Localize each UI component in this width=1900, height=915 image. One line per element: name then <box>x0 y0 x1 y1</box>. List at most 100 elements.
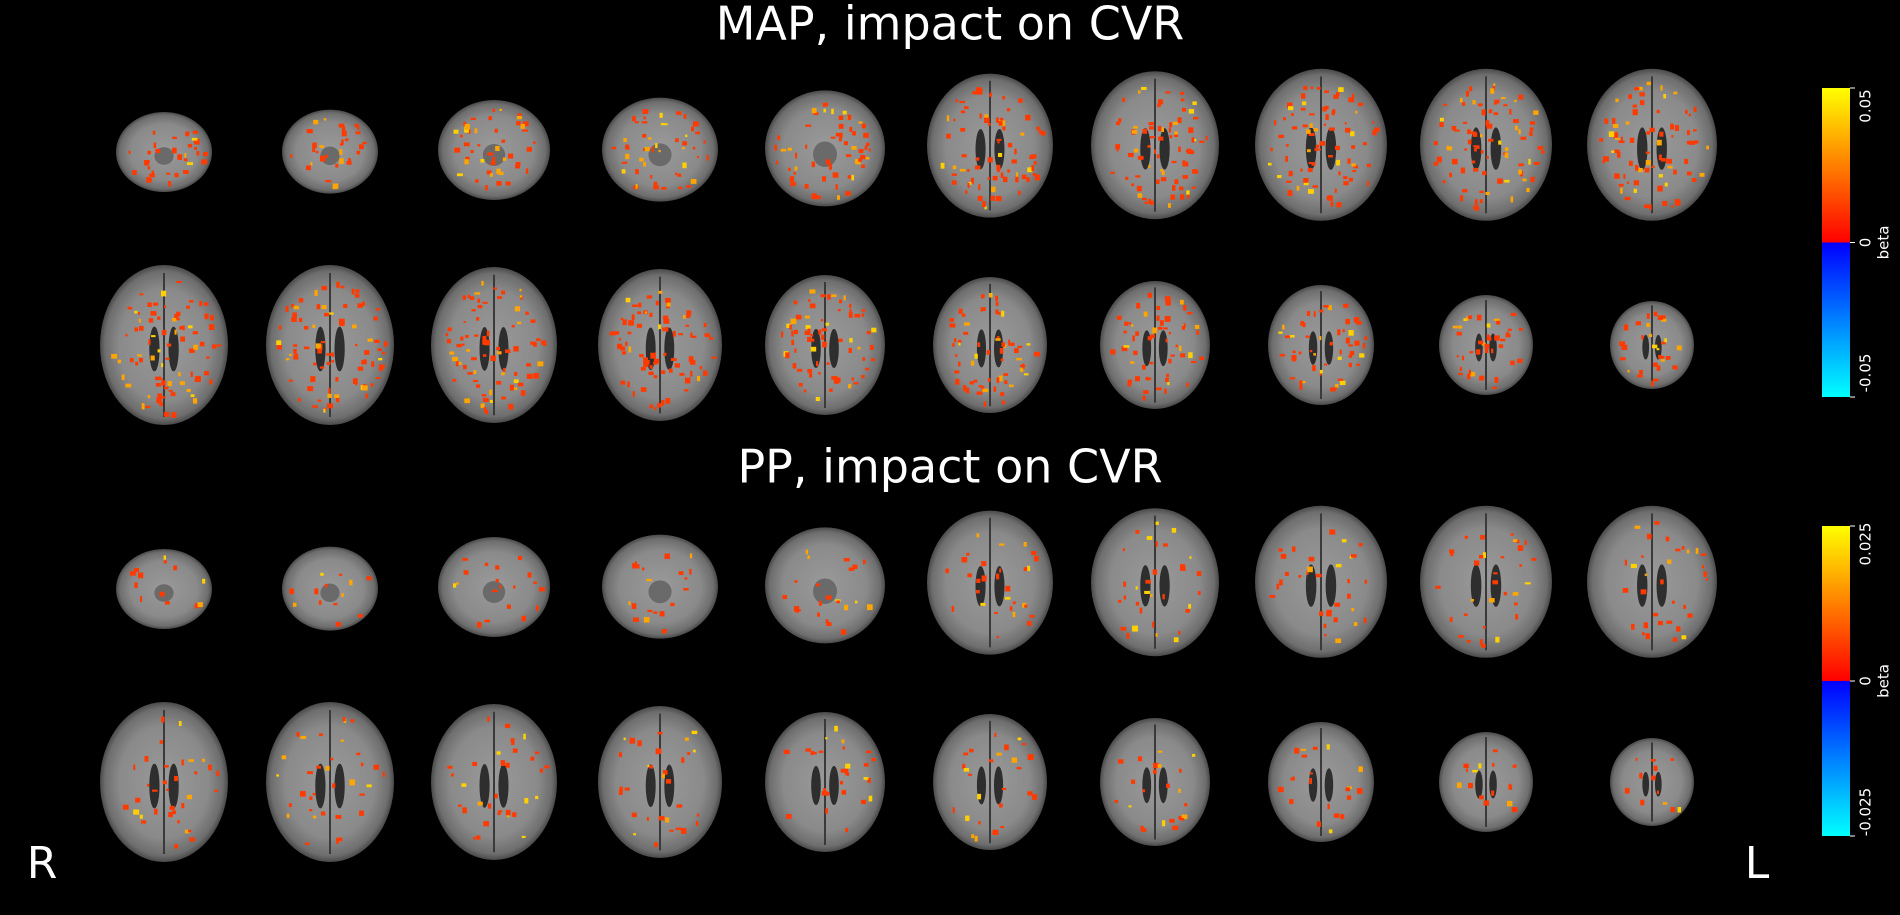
activation <box>1000 358 1004 362</box>
activation <box>851 146 857 150</box>
activation <box>1166 783 1170 788</box>
brain-slice <box>266 265 394 425</box>
activation <box>1135 529 1140 534</box>
activation <box>1278 331 1283 334</box>
activation <box>475 835 481 840</box>
activation <box>1163 543 1168 547</box>
activation <box>334 394 340 398</box>
activation <box>953 338 957 343</box>
activation <box>178 721 182 727</box>
activation <box>174 172 179 178</box>
activation <box>465 156 470 161</box>
activation <box>1143 311 1148 317</box>
activation <box>1182 107 1187 112</box>
activation <box>1646 81 1652 86</box>
activation <box>297 398 301 402</box>
brain-slice <box>1439 295 1533 395</box>
activation <box>371 361 375 367</box>
activation <box>980 307 986 311</box>
activation <box>1636 374 1643 378</box>
activation <box>1686 130 1690 136</box>
brain-slice <box>431 704 557 860</box>
activation <box>658 290 663 294</box>
activation <box>128 150 131 154</box>
activation <box>1003 373 1008 376</box>
activation <box>974 835 978 842</box>
activation <box>1309 123 1313 128</box>
activation <box>1706 145 1709 150</box>
activation <box>157 316 161 320</box>
activation <box>1469 86 1473 92</box>
activation <box>665 297 671 303</box>
activation <box>1131 324 1134 327</box>
activation <box>1016 357 1022 361</box>
activation <box>1439 117 1444 122</box>
activation <box>1180 353 1186 358</box>
activation <box>643 162 647 167</box>
activation <box>1524 582 1531 585</box>
activation <box>335 397 340 403</box>
activation <box>636 323 643 328</box>
activation <box>1529 131 1533 137</box>
activation <box>1462 121 1468 124</box>
activation <box>1671 135 1674 138</box>
activation <box>1029 614 1035 618</box>
activation <box>132 170 137 175</box>
ventricle <box>829 765 839 806</box>
activation <box>188 759 195 762</box>
activation <box>1141 828 1147 832</box>
activation <box>1174 179 1179 185</box>
activation <box>1289 799 1294 805</box>
activation <box>320 811 326 816</box>
activation <box>1027 167 1033 173</box>
activation <box>1624 787 1630 794</box>
activation <box>686 185 692 188</box>
activation <box>333 602 338 606</box>
activation <box>861 375 865 379</box>
activation <box>150 311 157 316</box>
activation <box>871 327 877 333</box>
activation <box>490 173 493 177</box>
activation <box>1002 126 1006 131</box>
activation <box>805 144 808 149</box>
activation <box>1335 384 1339 388</box>
activation <box>307 386 314 392</box>
activation <box>1144 201 1148 204</box>
activation <box>515 161 521 167</box>
activation <box>683 588 689 591</box>
activation <box>204 371 210 376</box>
activation <box>849 309 852 314</box>
activation <box>481 280 484 286</box>
activation <box>811 193 817 200</box>
activation <box>1205 135 1208 141</box>
activation <box>794 580 798 583</box>
activation <box>820 294 826 298</box>
activation <box>489 400 493 404</box>
activation <box>609 331 616 336</box>
activation <box>1348 362 1353 368</box>
activation <box>964 190 968 194</box>
activation <box>447 765 453 769</box>
activation <box>462 295 466 300</box>
activation <box>482 354 487 357</box>
activation <box>453 129 459 134</box>
activation <box>777 135 781 141</box>
activation <box>1023 373 1029 376</box>
activation <box>452 583 457 588</box>
ventricle <box>664 327 675 371</box>
activation <box>1443 103 1448 106</box>
activation <box>1684 158 1689 165</box>
activation <box>203 152 209 157</box>
activation <box>1178 146 1181 153</box>
activation <box>1633 180 1640 186</box>
activation <box>1622 587 1629 593</box>
activation <box>1683 604 1686 609</box>
activation <box>970 360 975 366</box>
activation <box>1662 802 1668 805</box>
brainstem <box>648 143 672 167</box>
activation <box>168 181 172 187</box>
activation <box>325 765 330 771</box>
activation <box>122 804 129 810</box>
activation <box>1001 342 1006 347</box>
activation <box>1148 126 1154 130</box>
